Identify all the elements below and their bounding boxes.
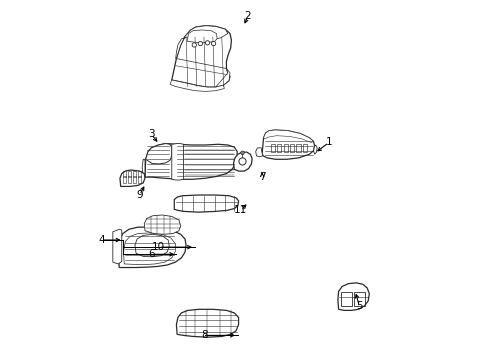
Polygon shape [120, 170, 145, 186]
Text: 1: 1 [326, 138, 332, 148]
Bar [296, 144, 301, 152]
Polygon shape [135, 234, 169, 257]
Bar [133, 171, 136, 177]
Bar [270, 144, 275, 152]
Bar [128, 171, 131, 177]
Circle shape [241, 151, 245, 155]
Polygon shape [146, 144, 172, 164]
Polygon shape [314, 145, 317, 154]
Circle shape [205, 41, 210, 45]
Bar [138, 176, 141, 183]
Bar [342, 292, 352, 306]
Polygon shape [172, 26, 231, 87]
Text: 8: 8 [202, 330, 208, 341]
Text: 11: 11 [234, 205, 247, 215]
Text: 4: 4 [98, 235, 105, 245]
Polygon shape [172, 144, 184, 180]
Bar [138, 171, 141, 177]
Polygon shape [187, 30, 217, 42]
Bar [123, 171, 126, 177]
Bar [277, 144, 281, 152]
Text: 2: 2 [245, 12, 251, 21]
Polygon shape [176, 26, 228, 59]
Polygon shape [176, 309, 239, 337]
Bar [133, 176, 136, 183]
Polygon shape [338, 283, 369, 310]
Bar [290, 144, 294, 152]
Text: 7: 7 [259, 172, 266, 182]
Polygon shape [142, 159, 145, 177]
Polygon shape [123, 233, 175, 265]
Circle shape [239, 158, 246, 165]
Circle shape [211, 41, 216, 46]
Polygon shape [234, 152, 252, 171]
Bar [284, 144, 288, 152]
Polygon shape [216, 68, 230, 87]
Text: 5: 5 [356, 301, 363, 311]
Polygon shape [170, 80, 224, 91]
Bar [354, 292, 365, 306]
Polygon shape [118, 227, 186, 267]
Text: 9: 9 [136, 190, 143, 200]
Bar [303, 144, 307, 152]
Bar [128, 176, 131, 183]
Text: 10: 10 [152, 242, 165, 252]
Polygon shape [264, 130, 314, 143]
Circle shape [198, 41, 202, 46]
Polygon shape [145, 144, 237, 179]
Text: 6: 6 [148, 249, 155, 259]
Polygon shape [256, 148, 263, 157]
Circle shape [192, 43, 196, 47]
Polygon shape [144, 215, 181, 234]
Polygon shape [262, 130, 315, 159]
Text: 3: 3 [148, 129, 155, 139]
Bar [123, 176, 126, 183]
Polygon shape [113, 229, 122, 264]
Polygon shape [174, 195, 239, 212]
